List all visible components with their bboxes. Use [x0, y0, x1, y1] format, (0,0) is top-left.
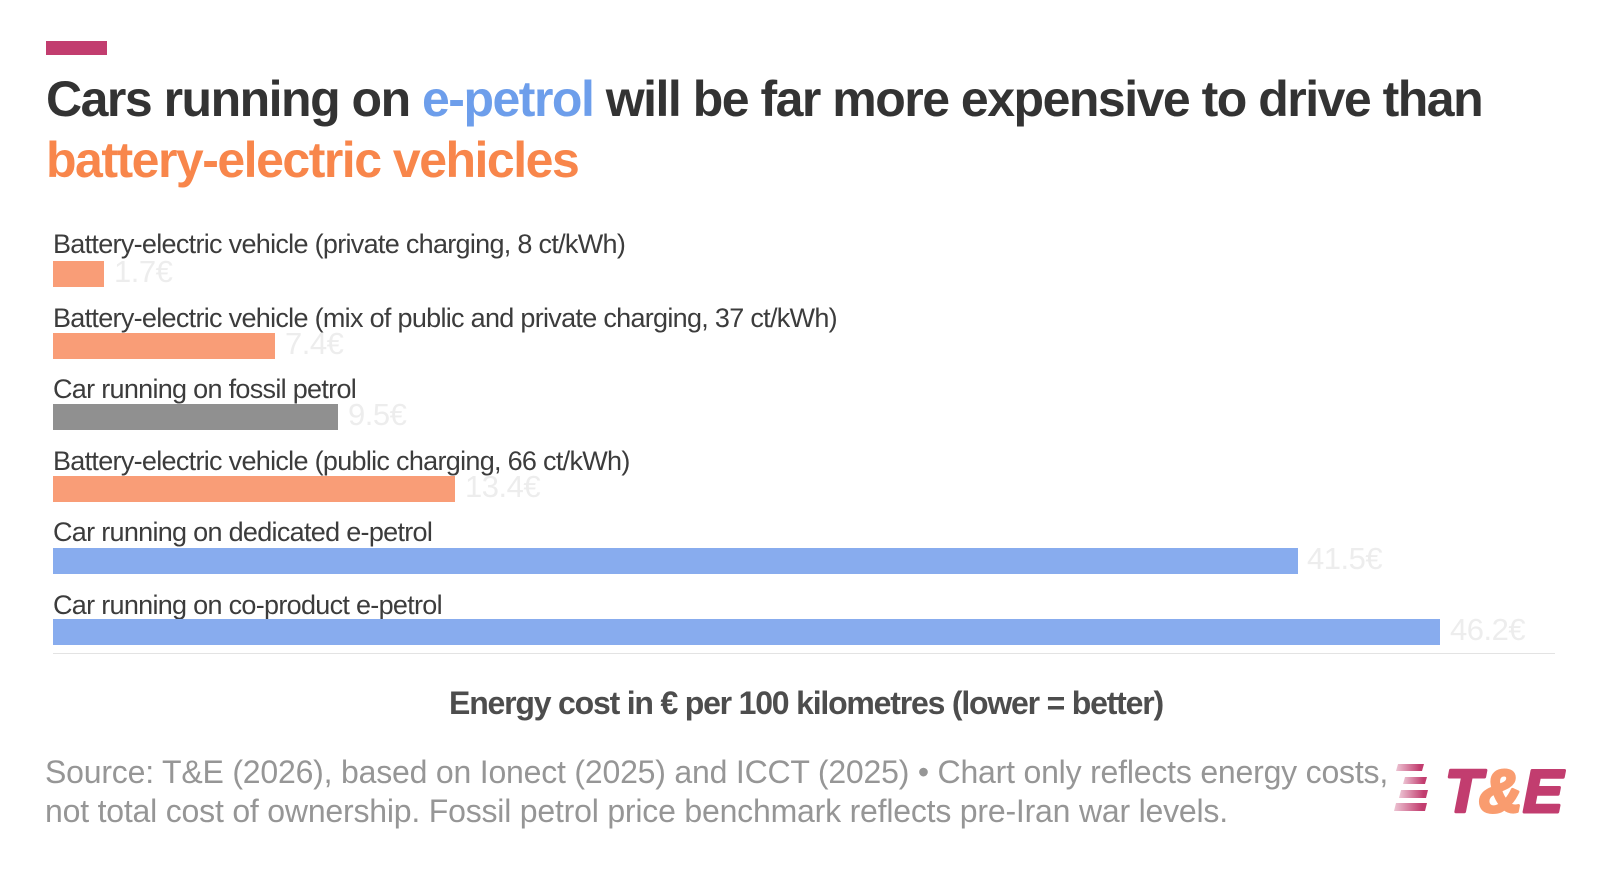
svg-text:E: E [1523, 760, 1565, 816]
svg-text:T: T [1445, 760, 1486, 816]
svg-text:&: & [1479, 760, 1522, 816]
